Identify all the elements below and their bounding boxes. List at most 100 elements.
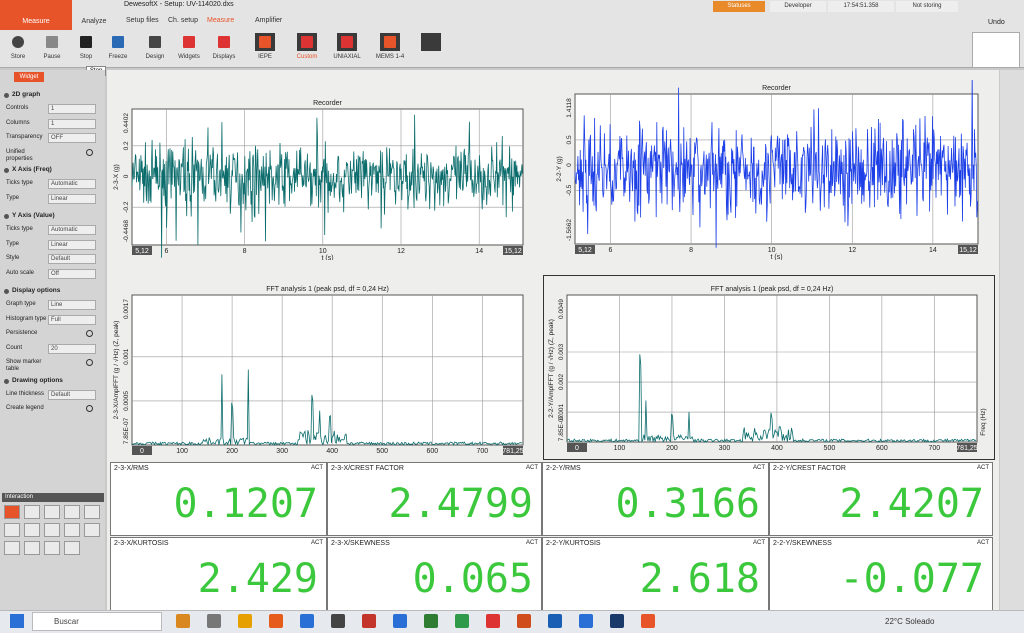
property-value[interactable]: Automatic — [48, 225, 96, 235]
interaction-tool[interactable] — [4, 541, 20, 555]
interaction-tool[interactable] — [64, 523, 80, 537]
tool-label[interactable]: Store — [10, 54, 26, 60]
x-tick-label: 500 — [376, 448, 388, 455]
tool-label[interactable]: MEMS 1-4 — [375, 54, 405, 60]
property-value[interactable]: 1 — [48, 118, 96, 129]
display-label: 2-2-Y/CREST FACTOR — [773, 465, 846, 472]
property-value[interactable]: 20 — [48, 343, 96, 354]
property-value[interactable]: Default — [48, 254, 96, 264]
toggle[interactable] — [86, 330, 93, 337]
property-value[interactable]: Off — [48, 268, 96, 279]
main-tab[interactable]: Measure — [22, 18, 50, 25]
sub-tab[interactable]: Ch. setup — [168, 17, 198, 24]
tool-glyph — [384, 36, 396, 48]
taskbar-app[interactable] — [579, 614, 593, 628]
tool-glyph — [12, 36, 24, 48]
digital-display: 2-2-Y/RMS ACT 0.3166 — [542, 462, 769, 536]
start-button[interactable] — [10, 614, 24, 628]
tool-label[interactable]: IEPE — [258, 54, 272, 60]
signal-trace — [131, 114, 523, 258]
graph-frame — [543, 275, 995, 460]
taskbar-app[interactable] — [424, 614, 438, 628]
x-tick-label: 0 — [140, 448, 144, 455]
display-label: 2-2-Y/KURTOSIS — [546, 540, 601, 547]
display-label: 2-3-X/CREST FACTOR — [331, 465, 404, 472]
taskbar-app[interactable] — [269, 614, 283, 628]
interaction-tool[interactable] — [24, 541, 40, 555]
section-icon — [4, 289, 9, 294]
display-tag: ACT — [526, 465, 538, 471]
interaction-tool[interactable] — [84, 523, 100, 537]
sub-tab[interactable]: Measure — [207, 17, 235, 24]
interaction-tool[interactable] — [84, 505, 100, 519]
interaction-tool[interactable] — [24, 523, 40, 537]
display-value: 0.1207 — [173, 481, 319, 527]
property-value[interactable]: Linear — [48, 239, 96, 250]
tool-label[interactable]: UNIAXIAL — [333, 54, 361, 60]
property-value[interactable]: Full — [48, 314, 96, 325]
x-tick-label: 700 — [476, 448, 488, 455]
property-label: Create legend — [6, 405, 44, 411]
interaction-tool[interactable] — [44, 505, 60, 519]
toggle[interactable] — [86, 148, 93, 156]
property-value[interactable]: Automatic — [48, 179, 96, 189]
interaction-tool[interactable] — [4, 523, 20, 537]
interaction-tool[interactable] — [24, 505, 40, 519]
taskbar-app[interactable] — [455, 614, 469, 628]
tool-label[interactable]: Freeze — [108, 54, 128, 60]
y-tick-label: 7.85E-07 — [123, 417, 130, 444]
interaction-tool[interactable] — [44, 523, 60, 537]
property-value[interactable]: Linear — [48, 193, 96, 204]
sub-tab[interactable]: Amplifier — [255, 17, 283, 24]
search-text: Buscar — [54, 617, 79, 626]
section-icon — [4, 93, 9, 98]
taskbar-app[interactable] — [238, 614, 252, 628]
taskbar-app[interactable] — [610, 614, 624, 628]
taskbar-app[interactable] — [300, 614, 314, 628]
taskbar-app[interactable] — [548, 614, 562, 628]
property-value[interactable]: Line — [48, 300, 96, 310]
interaction-tool[interactable] — [64, 541, 80, 555]
tool-label[interactable]: Widgets — [178, 54, 200, 60]
interaction-tool[interactable] — [64, 505, 80, 519]
taskbar-app[interactable] — [207, 614, 221, 628]
property-value[interactable]: Default — [48, 389, 96, 400]
main-tab[interactable]: Analyze — [81, 18, 107, 25]
sub-tab[interactable]: Setup files — [126, 17, 159, 24]
tool-label[interactable]: Stop — [79, 54, 93, 60]
undo-button[interactable]: Undo — [988, 19, 1005, 26]
taskbar-app[interactable] — [393, 614, 407, 628]
tool-label[interactable]: Pause — [43, 54, 61, 60]
tool-label[interactable]: Custom — [296, 54, 318, 60]
property-value[interactable]: 1 — [48, 104, 96, 114]
x-tick-label: 100 — [176, 448, 188, 455]
axis-label: 2-2-Y/AmplFFT (g / √Hz) (Z, peak) — [547, 319, 555, 418]
x-tick-label: 5,12 — [135, 248, 149, 255]
interaction-header: Interaction — [2, 493, 104, 502]
axis-label: 2-3-X/AmplFFT (g / √Hz) (Z, peak) — [112, 321, 120, 420]
tool-label[interactable]: Displays — [212, 54, 236, 60]
display-value: 2.4207 — [839, 481, 985, 527]
tick-box — [503, 446, 523, 455]
status-item: Not storing — [896, 1, 958, 12]
toggle[interactable] — [86, 405, 93, 412]
taskbar-app[interactable] — [331, 614, 345, 628]
interaction-tool[interactable] — [44, 541, 60, 555]
taskbar-app[interactable] — [176, 614, 190, 628]
interaction-tool[interactable] — [4, 505, 20, 519]
property-value[interactable]: OFF — [48, 133, 96, 143]
tool-label[interactable]: Design — [145, 54, 165, 60]
tick-box — [132, 246, 152, 255]
search-box[interactable] — [32, 612, 162, 631]
tick-box — [958, 245, 978, 254]
taskbar-app[interactable] — [362, 614, 376, 628]
x-tick-label: 200 — [226, 448, 238, 455]
taskbar-app[interactable] — [486, 614, 500, 628]
toggle[interactable] — [86, 359, 93, 366]
taskbar-app[interactable] — [517, 614, 531, 628]
panel-tab[interactable]: Widget — [14, 72, 44, 82]
display-tag: ACT — [977, 465, 989, 471]
window-title: DewesoftX - Setup: UV-114020.dxs — [124, 1, 234, 8]
graph-title: Recorder — [313, 100, 342, 107]
taskbar-app[interactable] — [641, 614, 655, 628]
